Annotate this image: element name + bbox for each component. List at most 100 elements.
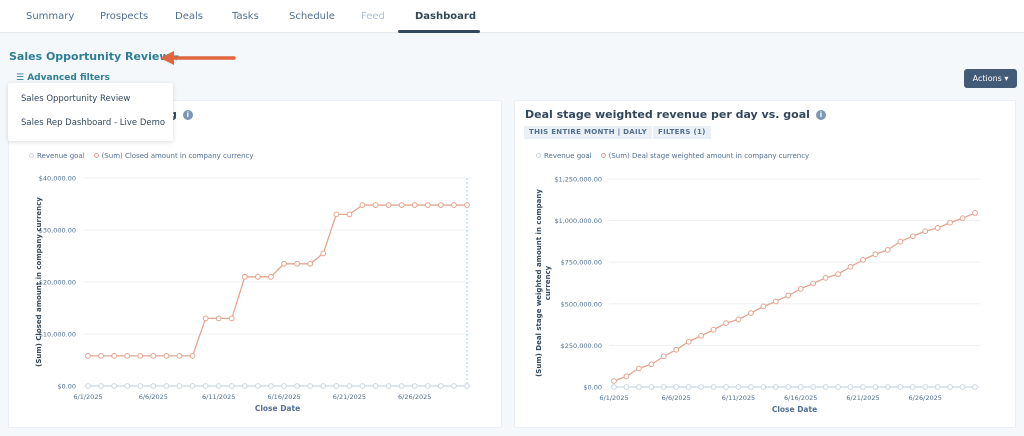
data-point (860, 384, 866, 390)
tab-summary[interactable]: Summary (26, 11, 75, 22)
data-point (202, 315, 209, 322)
legend-marker-icon (29, 153, 34, 158)
y-tick-label: $250,000.00 (561, 342, 602, 350)
dropdown-item[interactable]: Sales Opportunity Review (21, 94, 131, 104)
y-tick-label: $1,250,000.00 (554, 176, 602, 184)
data-point (698, 384, 705, 390)
data-point (835, 271, 841, 278)
data-point (189, 383, 196, 389)
data-point (748, 310, 754, 317)
y-axis-label: (Sum) Closed amount in company currency (35, 197, 43, 367)
data-point (189, 352, 196, 359)
legend-marker-icon (93, 153, 99, 158)
data-point (215, 383, 222, 389)
legend-item[interactable]: Revenue goal (37, 152, 85, 160)
data-point (346, 211, 353, 218)
data-point (254, 273, 261, 280)
data-point (872, 384, 879, 390)
data-point (884, 384, 891, 390)
tab-deals[interactable]: Deals (175, 11, 203, 22)
data-point (897, 384, 904, 390)
data-point (685, 384, 692, 390)
legend-item[interactable]: Revenue goal (544, 152, 592, 160)
series-line (88, 204, 467, 357)
data-point (254, 383, 261, 389)
data-point (176, 383, 183, 389)
data-point (947, 219, 954, 226)
data-point (872, 251, 879, 258)
data-point (660, 353, 667, 360)
tab-dashboard[interactable]: Dashboard (415, 11, 476, 22)
y-tick-label: $30,000.00 (39, 227, 76, 235)
dashboard-dropdown-menu: Sales Opportunity Review Sales Rep Dashb… (8, 83, 173, 141)
x-tick-label: 6/1/2025 (599, 394, 628, 402)
data-point (947, 384, 954, 390)
data-point (333, 211, 340, 218)
data-point (111, 352, 118, 359)
filters-chip[interactable]: FILTERS (1) (653, 126, 711, 139)
y-tick-label: $750,000.00 (561, 259, 602, 267)
info-icon[interactable]: i (182, 110, 193, 120)
data-point (137, 383, 144, 389)
data-point (359, 202, 366, 208)
data-point (85, 352, 91, 359)
x-tick-label: 6/6/2025 (139, 393, 168, 401)
dashboard-selector[interactable]: Sales Opportunity Review ▼ (9, 50, 179, 63)
x-axis-label: Close Date (772, 405, 817, 414)
data-point (735, 316, 742, 323)
dropdown-item[interactable]: Sales Rep Dashboard - Live Demo (21, 118, 166, 128)
tab-tasks[interactable]: Tasks (232, 11, 259, 22)
data-point (623, 373, 630, 380)
data-point (385, 383, 392, 389)
info-icon[interactable]: i (815, 110, 826, 120)
actions-button[interactable]: Actions ▾ (964, 69, 1017, 88)
data-point (228, 315, 235, 322)
y-tick-label: $10,000.00 (39, 331, 76, 339)
x-tick-label: 6/11/2025 (202, 393, 235, 401)
data-point (760, 384, 767, 390)
data-point (215, 315, 222, 322)
filter-icon: ☰ (16, 73, 25, 83)
data-point (723, 320, 729, 327)
data-point (760, 303, 767, 310)
data-point (150, 383, 157, 389)
data-point (959, 215, 966, 222)
data-point (897, 238, 904, 245)
data-point (909, 384, 916, 390)
data-point (710, 326, 717, 333)
data-point (411, 202, 418, 208)
data-point (372, 383, 379, 389)
data-point (281, 260, 287, 267)
data-point (111, 383, 118, 389)
data-point (307, 260, 314, 267)
data-point (385, 202, 392, 208)
data-point (281, 383, 287, 389)
data-point (922, 228, 929, 235)
data-point (623, 384, 630, 390)
data-point (333, 383, 340, 389)
data-point (635, 365, 642, 372)
legend-item[interactable]: (Sum) Deal stage weighted amount in comp… (608, 152, 810, 160)
data-point (822, 274, 829, 281)
data-point (673, 346, 680, 353)
data-point (307, 383, 314, 389)
report-title: Deal stage weighted revenue per day vs. … (525, 108, 826, 121)
tab-feed[interactable]: Feed (361, 11, 385, 22)
data-point (710, 384, 717, 390)
data-point (785, 292, 792, 299)
data-point (424, 383, 431, 389)
tab-prospects[interactable]: Prospects (100, 11, 149, 22)
data-point (124, 383, 131, 389)
data-point (884, 246, 891, 253)
data-point (202, 383, 209, 389)
advanced-filters-button[interactable]: ☰ Advanced filters (16, 73, 110, 83)
report-card-weighted-revenue: Deal stage weighted revenue per day vs. … (514, 100, 1016, 428)
date-range-chip[interactable]: THIS ENTIRE MONTH | DAILY (524, 126, 652, 139)
x-tick-label: 6/6/2025 (662, 394, 691, 402)
data-point (785, 384, 792, 390)
tab-schedule[interactable]: Schedule (289, 11, 335, 22)
legend-item[interactable]: (Sum) Closed amount in company currency (101, 152, 254, 160)
data-point (85, 383, 91, 389)
data-point (98, 352, 104, 359)
line-chart: $0.00 $250,000.00 $500,000.00 $750,000.00 $1… (535, 176, 980, 414)
